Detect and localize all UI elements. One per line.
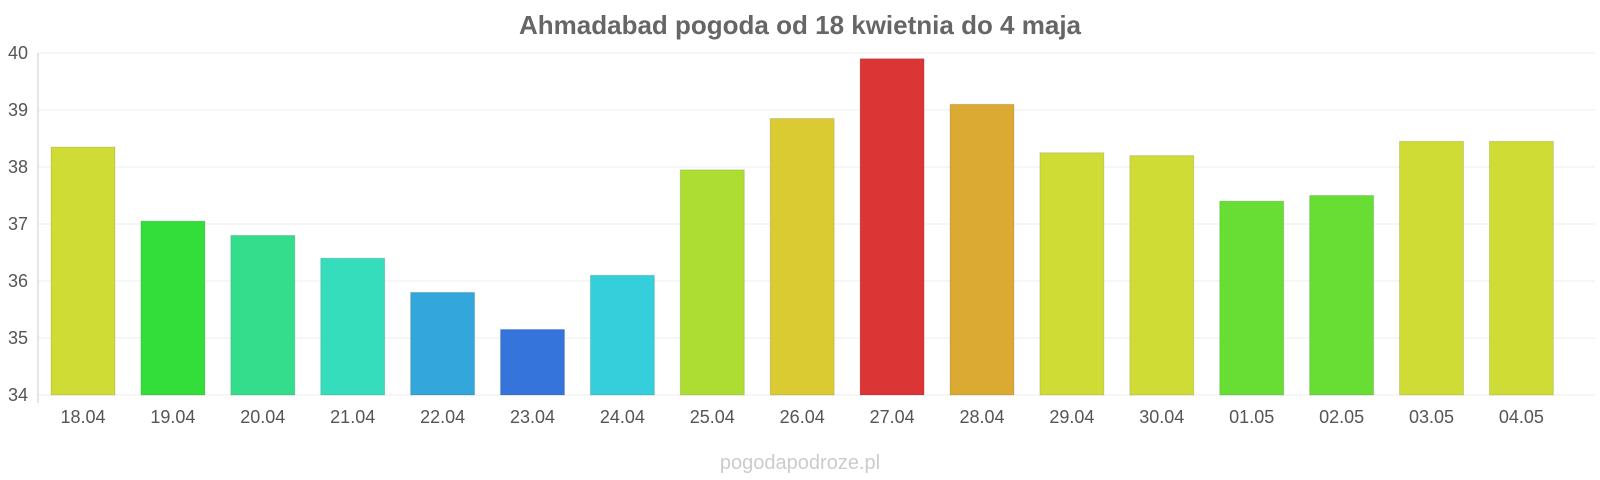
x-tick-label: 01.05 <box>1229 407 1274 427</box>
bar <box>1039 152 1105 396</box>
y-tick-label: 39 <box>8 100 28 120</box>
bar <box>500 328 565 396</box>
x-tick-label: 20.04 <box>240 407 285 427</box>
x-tick-label: 24.04 <box>600 407 645 427</box>
y-tick-label: 40 <box>8 43 28 63</box>
x-tick-label: 25.04 <box>690 407 735 427</box>
bar <box>859 58 925 396</box>
y-tick-label: 35 <box>8 328 28 348</box>
bar <box>230 234 296 396</box>
bar <box>1309 195 1375 396</box>
bar <box>589 274 655 396</box>
bars <box>50 58 1554 396</box>
watermark: pogodapodroze.pl <box>719 452 881 474</box>
x-tick-label: 27.04 <box>870 407 915 427</box>
bar <box>1219 200 1285 396</box>
chart-title: Ahmadabad pogoda od 18 kwietnia do 4 maj… <box>519 10 1081 40</box>
bar <box>949 103 1015 396</box>
bar <box>1488 140 1554 396</box>
bar <box>1399 140 1464 396</box>
bar <box>320 257 386 396</box>
y-tick-label: 38 <box>8 157 28 177</box>
x-tick-label: 18.04 <box>60 407 105 427</box>
x-tick-label: 29.04 <box>1049 407 1094 427</box>
x-tick-labels: 18.04 19.04 20.04 21.04 22.04 23.04 24.04 25.04… <box>60 407 1543 427</box>
bar <box>1129 155 1195 396</box>
x-tick-label: 30.04 <box>1139 407 1184 427</box>
x-tick-label: 19.04 <box>150 407 195 427</box>
x-tick-label: 02.05 <box>1319 407 1364 427</box>
bar <box>140 220 206 396</box>
bar <box>769 118 835 396</box>
y-tick-label: 37 <box>8 214 28 234</box>
x-tick-label: 26.04 <box>780 407 825 427</box>
bar <box>410 291 476 396</box>
x-tick-label: 22.04 <box>420 407 465 427</box>
x-tick-label: 28.04 <box>959 407 1004 427</box>
y-tick-label: 36 <box>8 271 28 291</box>
x-tick-label: 21.04 <box>330 407 375 427</box>
x-tick-label: 23.04 <box>510 407 555 427</box>
x-tick-label: 03.05 <box>1409 407 1454 427</box>
y-tick-labels: 34 35 36 37 38 39 40 <box>8 43 28 405</box>
y-tick-label: 34 <box>8 385 28 405</box>
bar <box>679 169 745 396</box>
bar <box>50 146 116 396</box>
x-tick-label: 04.05 <box>1499 407 1544 427</box>
